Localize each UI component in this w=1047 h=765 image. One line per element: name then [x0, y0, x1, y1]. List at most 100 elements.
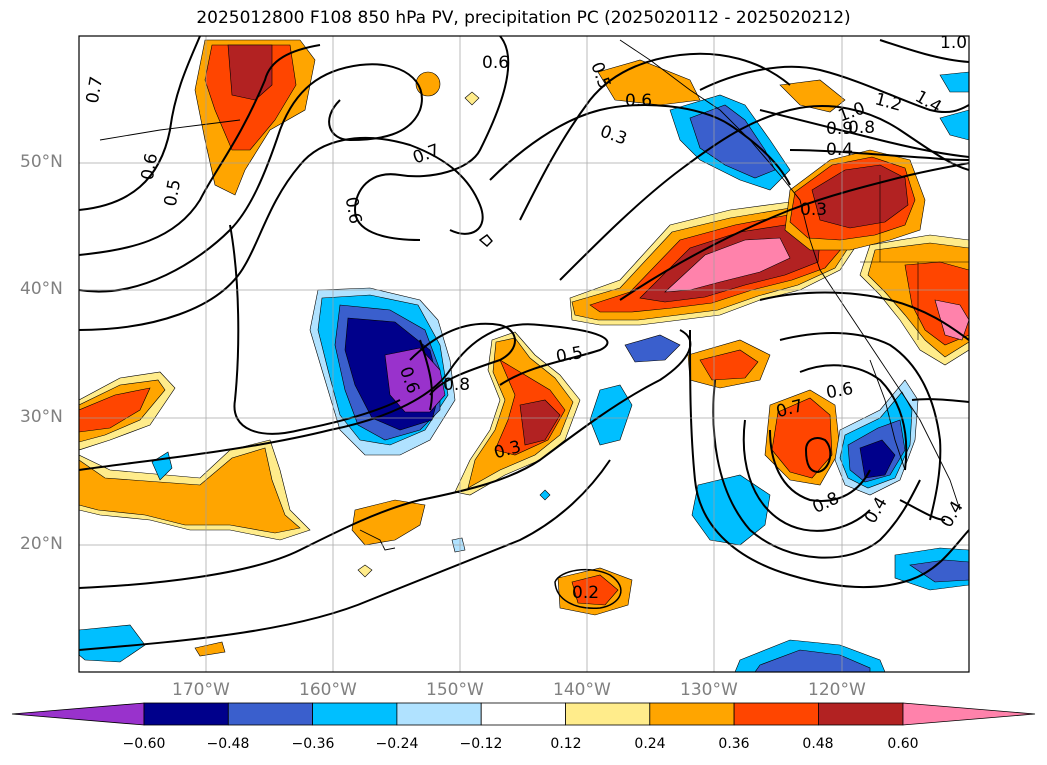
pv-contour	[619, 162, 969, 301]
pv-contour	[229, 224, 401, 435]
pv-contour	[779, 332, 942, 521]
pv-contour	[879, 39, 969, 63]
contour-label: 0.8	[848, 118, 875, 138]
pv-contour	[899, 499, 946, 521]
colorbar-tick-label: −0.24	[375, 736, 419, 752]
lon-label-120w: 120°W	[808, 680, 866, 700]
pv-contour	[79, 329, 692, 589]
colorbar-segment	[143, 702, 229, 726]
pv-contour	[699, 65, 969, 114]
precip-anomaly-positive	[519, 399, 561, 446]
pv-contour	[79, 459, 611, 651]
contour-label: 0.8	[443, 375, 470, 395]
contour-label: 0.8	[810, 488, 843, 518]
contour-label: 0.5	[161, 178, 185, 208]
precip-anomaly-positive	[415, 71, 441, 97]
pv-contour	[489, 104, 791, 186]
gridlines	[79, 36, 969, 672]
precip-anomaly-positive	[227, 44, 273, 101]
lat-label-20n: 20°N	[20, 534, 63, 554]
precip-anomaly-negative	[624, 334, 681, 363]
colorbar-segment	[312, 702, 398, 726]
colorbar-segment	[818, 702, 904, 726]
precip-anomaly-positive	[79, 447, 301, 534]
pv-contour	[804, 437, 832, 474]
pv-contour	[759, 291, 969, 341]
pv-contour	[79, 136, 484, 331]
precip-anomaly-positive	[357, 564, 373, 578]
precip-anomaly-positive	[351, 499, 426, 546]
colorbar-tick-label: −0.48	[206, 736, 250, 752]
pv-contour	[79, 323, 609, 471]
pv-contour	[79, 44, 321, 256]
pv-contour	[799, 364, 908, 471]
lon-label-130w: 130°W	[680, 680, 738, 700]
lat-label-40n: 40°N	[20, 279, 63, 299]
colorbar-tick-label: 0.36	[718, 736, 750, 752]
pv-contours	[79, 36, 969, 651]
contour-label: 0.4	[826, 140, 853, 160]
coastline	[99, 119, 241, 141]
contour-label: 0.4	[861, 494, 892, 527]
contour-label: 0.6	[482, 53, 509, 73]
precip-anomaly-positive	[699, 349, 759, 381]
colorbar	[11, 702, 1036, 726]
colorbar-extend-high	[902, 702, 1036, 726]
colorbar-tick-label: 0.12	[550, 736, 582, 752]
colorbar-tick-label: −0.12	[459, 736, 503, 752]
contour-label: 0.4	[937, 498, 968, 531]
colorbar-segment	[480, 702, 566, 726]
contour-label: 0.7	[410, 140, 442, 168]
map-content: 0.7 0.6 0.5 0.6 0.7 0.6 0.5 0.6 0.3 1.0 …	[79, 33, 969, 672]
coastline	[619, 39, 961, 511]
contour-label: 0.3	[800, 200, 827, 220]
map-frame	[78, 35, 970, 673]
precip-anomaly-positive	[571, 574, 619, 606]
precip-anomaly-negative	[754, 649, 871, 672]
pv-contour	[712, 379, 921, 559]
lon-label-160w: 160°W	[299, 680, 357, 700]
lat-label-30n: 30°N	[20, 407, 63, 427]
precip-anomaly-negative	[691, 474, 771, 546]
precip-anomaly-negative	[909, 559, 969, 583]
contour-label: 0.6	[625, 91, 652, 111]
pv-contour	[911, 398, 969, 403]
contour-label: 1.4	[912, 87, 945, 118]
precip-anomaly-positive	[194, 641, 226, 657]
contour-label: 0.6	[138, 152, 162, 182]
pv-contour	[554, 568, 622, 609]
pv-contour	[409, 322, 516, 396]
contour-labels: 0.7 0.6 0.5 0.6 0.7 0.6 0.5 0.6 0.3 1.0 …	[83, 33, 968, 603]
coastline	[869, 359, 906, 471]
colorbar-tick-label: 0.60	[887, 736, 919, 752]
pv-contour	[759, 109, 969, 158]
contour-label: 0.5	[554, 343, 584, 367]
lon-label-150w: 150°W	[426, 680, 484, 700]
pv-contour	[769, 429, 871, 502]
contour-label: 0.9	[826, 119, 853, 139]
colorbar-tick-label: 0.24	[634, 736, 666, 752]
coastline	[478, 234, 493, 247]
precip-anomaly-positive	[464, 91, 480, 106]
colorbar-tick-label: −0.60	[122, 736, 166, 752]
contour-label: 0.6	[825, 379, 855, 403]
pv-contour	[79, 36, 201, 211]
pv-contour	[79, 63, 423, 293]
lon-label-140w: 140°W	[553, 680, 611, 700]
contour-label: 1.0	[940, 33, 967, 53]
colorbar-segment	[565, 702, 651, 726]
precip-shading	[79, 39, 969, 672]
contour-label: 0.2	[572, 583, 599, 603]
lat-label-50n: 50°N	[20, 152, 63, 172]
pv-contour	[789, 149, 969, 161]
colorbar-segment	[649, 702, 735, 726]
precip-anomaly-negative	[689, 104, 776, 179]
colorbar-tick-label: −0.36	[291, 736, 335, 752]
contour-label: 0.6	[341, 195, 365, 225]
coastlines	[99, 39, 969, 551]
colorbar-extend-low	[11, 702, 145, 726]
contour-label: 1.2	[873, 89, 904, 115]
precip-anomaly-negative	[939, 71, 969, 93]
coastline	[359, 529, 396, 551]
